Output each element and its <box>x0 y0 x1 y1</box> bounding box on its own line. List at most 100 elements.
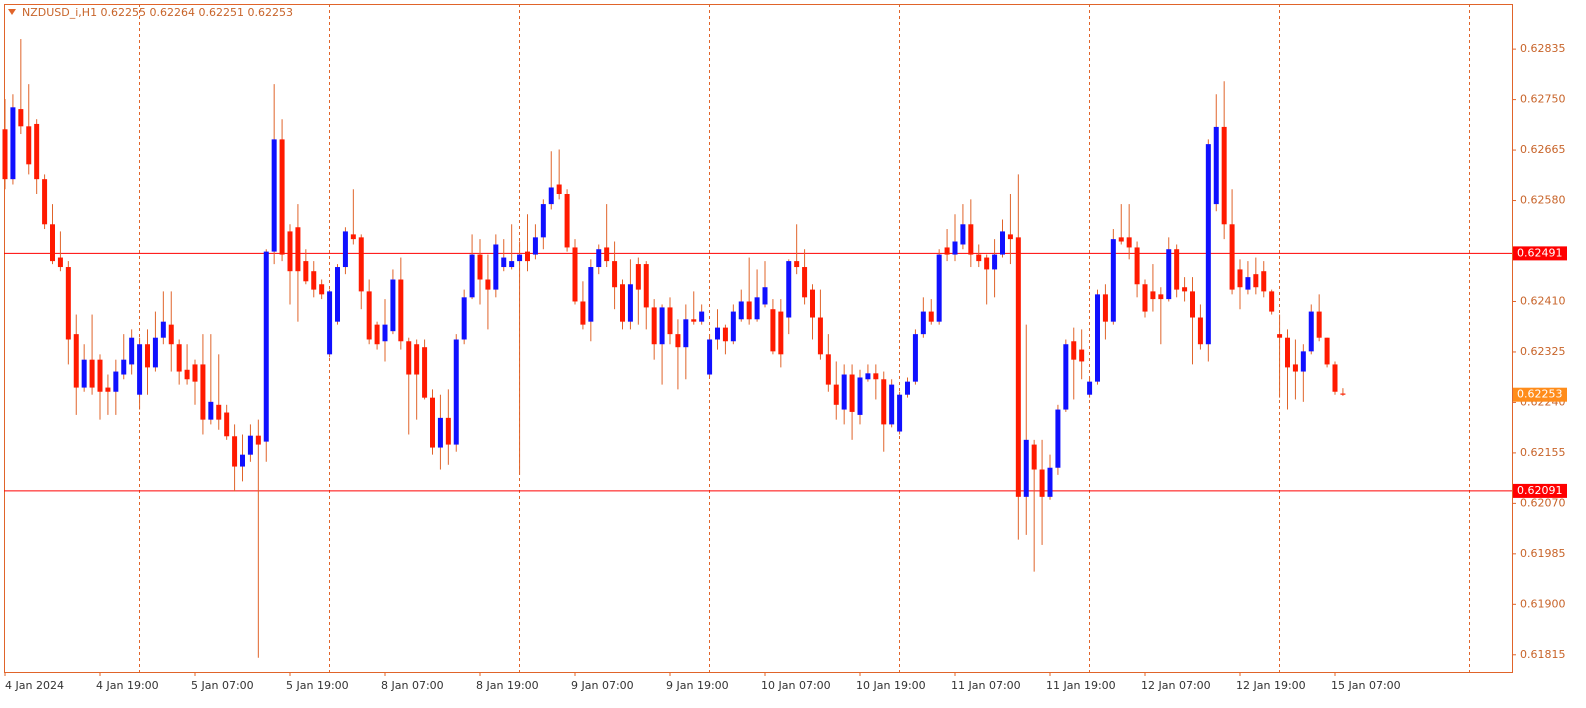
candle-body <box>461 297 467 340</box>
candle-body <box>50 224 55 262</box>
candle-body <box>390 279 396 332</box>
candle-body <box>1071 341 1077 360</box>
candle-body <box>1300 351 1306 372</box>
candle-body <box>168 324 174 345</box>
candle-body <box>588 267 594 322</box>
candle-body <box>414 344 420 375</box>
candle-body <box>1158 294 1164 300</box>
level-label-box <box>1513 387 1567 402</box>
candle-body <box>422 347 428 398</box>
candle-body <box>715 327 720 340</box>
candle-body <box>912 334 918 382</box>
candle-body <box>137 344 143 395</box>
candle-body <box>620 284 625 322</box>
x-tick-label: 8 Jan 07:00 <box>381 679 444 692</box>
candle-body <box>493 244 499 290</box>
candle-body <box>477 254 483 280</box>
candle-body <box>976 254 982 262</box>
candle-body <box>1277 334 1283 338</box>
candle-body <box>1285 337 1290 368</box>
candle-body <box>342 231 348 268</box>
candle-body <box>327 291 333 355</box>
candle-body <box>762 287 768 305</box>
candle-body <box>216 404 222 420</box>
candle-body <box>992 254 998 270</box>
candle-body <box>113 371 119 392</box>
candle-body <box>73 334 79 388</box>
candle-body <box>89 359 95 388</box>
y-tick-label: 0.62070 <box>1520 496 1566 509</box>
candle-body <box>366 291 372 340</box>
x-tick-label: 5 Jan 19:00 <box>286 679 349 692</box>
candle-body <box>730 311 736 342</box>
y-tick-label: 0.62325 <box>1520 345 1566 358</box>
candle-body <box>722 327 728 342</box>
y-tick-label: 0.61985 <box>1520 547 1566 560</box>
candle-body <box>1142 284 1148 312</box>
candle-body <box>1150 291 1156 300</box>
candle-body <box>271 139 277 252</box>
candle-body <box>889 384 895 425</box>
candle-body <box>1205 144 1211 345</box>
x-tick-label: 11 Jan 07:00 <box>951 679 1021 692</box>
candle-body <box>287 231 293 272</box>
candle-body <box>319 284 325 295</box>
candle-body <box>1055 409 1061 468</box>
y-tick-label: 0.62665 <box>1520 143 1566 156</box>
candle-body <box>1182 287 1188 292</box>
candle-body <box>224 412 230 437</box>
candle-body <box>1340 393 1346 395</box>
candle-body <box>311 271 317 290</box>
candle-body <box>802 267 808 298</box>
candle-body <box>960 224 966 245</box>
candle-body <box>42 179 48 225</box>
candle-body <box>699 311 705 322</box>
candle-body <box>1229 224 1235 290</box>
candle-body <box>382 324 388 342</box>
candle-body <box>564 194 570 248</box>
candle-body <box>1174 249 1180 290</box>
x-tick-label: 9 Jan 19:00 <box>666 679 729 692</box>
x-tick-label: 4 Jan 2024 <box>5 679 64 692</box>
candle-body <box>1015 237 1021 497</box>
candle-body <box>10 107 16 180</box>
candle-body <box>1095 294 1100 382</box>
candle-body <box>1126 237 1132 248</box>
candle-body <box>691 319 697 322</box>
candle-body <box>430 397 435 448</box>
candle-body <box>754 297 760 320</box>
candle-body <box>34 123 40 180</box>
candle-body <box>770 309 776 352</box>
candle-body <box>572 247 578 302</box>
candle-body <box>968 224 974 255</box>
candle-body <box>160 321 166 338</box>
candle-body <box>596 249 602 268</box>
x-tick-label: 10 Jan 07:00 <box>761 679 831 692</box>
candle-body <box>398 279 404 342</box>
candle-body <box>1118 237 1124 242</box>
candle-body <box>810 289 815 318</box>
candle-body <box>176 344 182 372</box>
candle-body <box>358 237 364 292</box>
candle-body <box>928 311 934 322</box>
candle-body <box>627 284 633 322</box>
candle-body <box>1102 294 1108 322</box>
candle-body <box>240 454 245 467</box>
candle-body <box>1221 126 1227 225</box>
candle-body <box>1047 467 1053 497</box>
candle-body <box>445 417 451 445</box>
candle-body <box>667 307 673 335</box>
x-tick-label: 4 Jan 19:00 <box>96 679 159 692</box>
candle-body <box>612 261 618 288</box>
y-tick-label: 0.62410 <box>1520 294 1566 307</box>
candle-body <box>525 251 530 262</box>
y-tick-label: 0.62835 <box>1520 42 1566 55</box>
candle-body <box>1261 271 1267 292</box>
candle-body <box>604 247 610 262</box>
x-tick-label: 8 Jan 19:00 <box>476 679 539 692</box>
x-tick-label: 12 Jan 07:00 <box>1141 679 1211 692</box>
y-tick-label: 0.62580 <box>1520 194 1566 207</box>
candle-body <box>786 261 792 318</box>
